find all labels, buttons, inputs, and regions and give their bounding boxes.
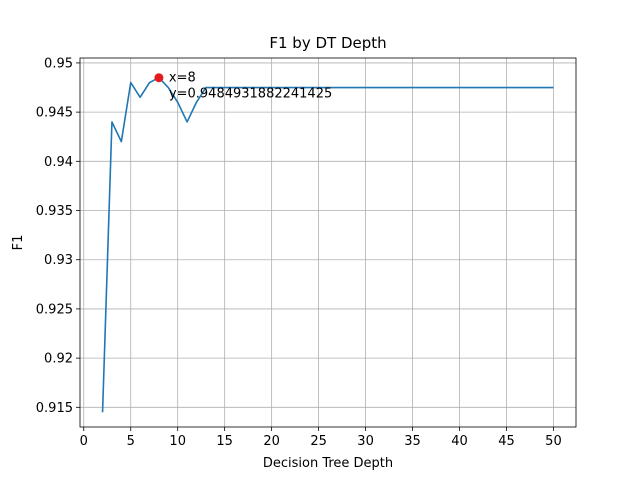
y-tick-label: 0.92 (44, 352, 73, 367)
y-tick-label: 0.915 (36, 401, 73, 416)
highlight-label-x: x=8 (169, 71, 196, 86)
x-tick-label: 35 (404, 434, 421, 449)
highlight-point-group: x=8y=0.9484931882241425 (154, 71, 332, 102)
highlight-label-y: y=0.9484931882241425 (169, 87, 332, 102)
x-tick-label: 5 (127, 434, 135, 449)
y-tick-label: 0.935 (36, 204, 73, 219)
y-tick-label: 0.94 (44, 155, 73, 170)
x-tick-label: 15 (216, 434, 233, 449)
y-axis-ticks: 0.915 0.92 0.925 0.93 0.935 0.94 0.945 0.95 (36, 56, 80, 416)
x-tick-label: 10 (169, 434, 186, 449)
y-tick-label: 0.95 (44, 56, 73, 71)
x-tick-label: 45 (498, 434, 515, 449)
y-tick-label: 0.945 (36, 106, 73, 121)
plot-area-frame (79, 57, 577, 428)
x-tick-label: 30 (357, 434, 374, 449)
series-lines (101, 76, 554, 413)
y-tick-label: 0.925 (36, 302, 73, 317)
x-tick-label: 20 (263, 434, 280, 449)
grid-lines (80, 58, 576, 427)
x-tick-label: 40 (451, 434, 468, 449)
x-axis-ticks: 0 5 10 15 20 25 30 35 40 45 50 (80, 427, 562, 449)
x-tick-label: 0 (80, 434, 88, 449)
series-line (101, 76, 554, 413)
y-tick-label: 0.93 (44, 253, 73, 268)
chart-title: F1 by DT Depth (269, 34, 386, 52)
x-axis-label: Decision Tree Depth (263, 456, 393, 471)
highlight-point (154, 73, 164, 83)
y-axis-label: F1 (11, 235, 26, 251)
x-tick-label: 50 (545, 434, 562, 449)
x-tick-label: 25 (310, 434, 327, 449)
